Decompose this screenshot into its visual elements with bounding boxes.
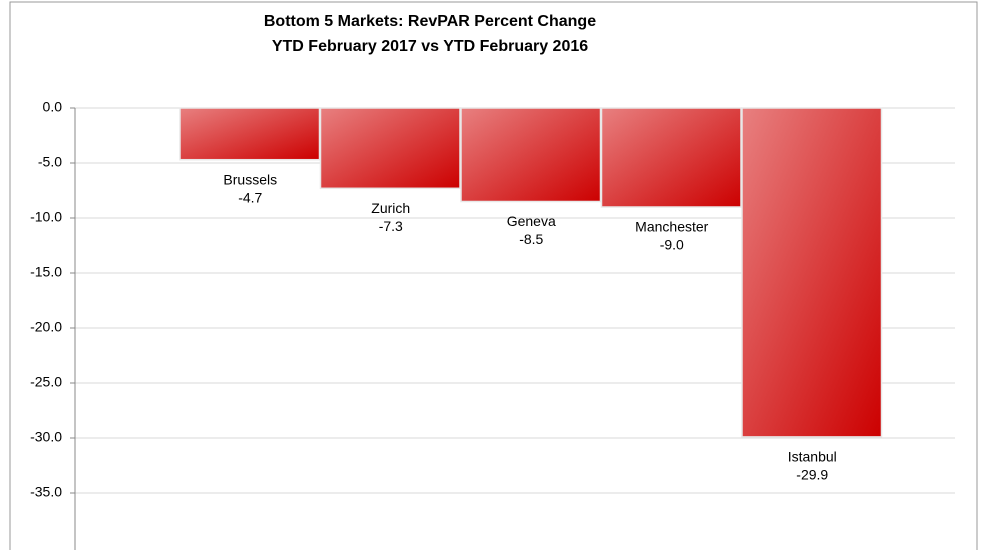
y-tick-label: 0.0	[43, 99, 63, 115]
bar	[741, 107, 883, 438]
value-label: -4.7	[238, 189, 262, 205]
category-label: Istanbul	[788, 449, 837, 465]
bar	[460, 107, 602, 203]
value-label: -8.5	[519, 231, 543, 247]
y-tick-label: -5.0	[38, 154, 62, 170]
chart-title: Bottom 5 Markets: RevPAR Percent Change	[264, 13, 596, 30]
category-label: Manchester	[635, 219, 708, 235]
bar	[179, 107, 321, 161]
category-label: Zurich	[371, 200, 410, 216]
chart-subtitle: YTD February 2017 vs YTD February 2016	[272, 38, 588, 55]
y-tick-label: -20.0	[30, 319, 62, 335]
y-tick-label: -35.0	[30, 484, 62, 500]
bar	[319, 107, 461, 190]
category-label: Brussels	[223, 171, 277, 187]
y-tick-label: -15.0	[30, 264, 62, 280]
y-tick-label: -30.0	[30, 429, 62, 445]
value-label: -9.0	[660, 237, 684, 253]
value-label: -29.9	[796, 467, 828, 483]
category-label: Geneva	[507, 213, 556, 229]
bar	[600, 107, 742, 208]
chart-border	[9, 1, 978, 550]
y-tick-label: -25.0	[30, 374, 62, 390]
y-tick-label: -10.0	[30, 209, 62, 225]
value-label: -7.3	[379, 218, 403, 234]
